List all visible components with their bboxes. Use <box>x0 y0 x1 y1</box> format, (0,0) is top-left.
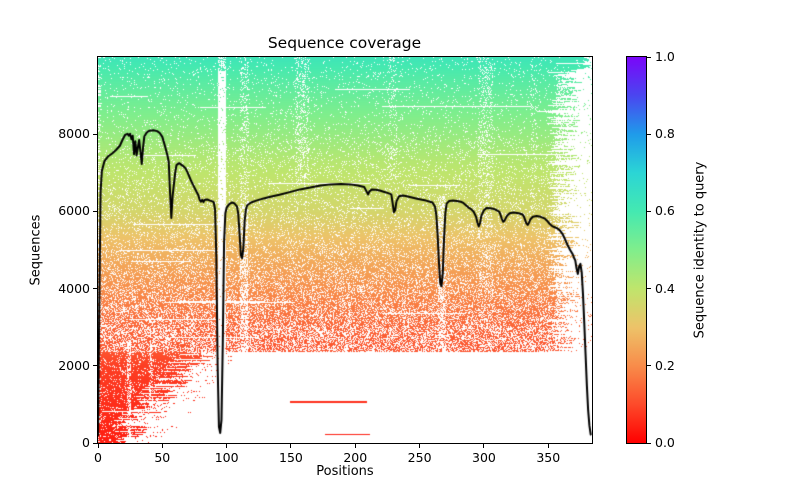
x-tick-label: 200 <box>343 450 368 465</box>
x-tick-label: 100 <box>214 450 239 465</box>
colorbar-label: Sequence identity to query <box>692 161 708 339</box>
y-tick-label: 4000 <box>58 280 90 296</box>
y-tick-mark <box>93 442 97 444</box>
x-tick-label: 50 <box>154 450 171 465</box>
y-tick-mark <box>93 210 97 212</box>
x-tick-label: 250 <box>407 450 432 465</box>
colorbar-tick-label: 0.0 <box>655 435 675 450</box>
x-tick-mark <box>354 444 356 448</box>
y-tick-label: 2000 <box>58 357 90 373</box>
x-tick-label: 150 <box>279 450 303 465</box>
colorbar-tick-mark <box>647 133 651 135</box>
x-tick-label: 300 <box>472 450 496 465</box>
colorbar-tick-mark <box>647 210 651 212</box>
x-tick-label: 350 <box>536 450 561 465</box>
x-tick-mark <box>226 444 228 448</box>
colorbar-tick-mark <box>647 442 651 444</box>
colorbar-tick-label: 0.4 <box>655 280 675 296</box>
y-tick-label: 6000 <box>58 203 90 219</box>
colorbar-tick-label: 0.8 <box>655 126 675 142</box>
colorbar-tick-label: 0.2 <box>655 357 675 373</box>
colorbar-tick-mark <box>647 288 651 290</box>
y-tick-mark <box>93 288 97 290</box>
colorbar-tick-mark <box>647 365 651 367</box>
y-tick-mark <box>93 133 97 135</box>
x-tick-mark <box>419 444 421 448</box>
y-axis-label: Sequences <box>28 214 44 286</box>
chart-title: Sequence coverage <box>267 34 422 52</box>
x-tick-mark <box>483 444 485 448</box>
x-tick-mark <box>547 444 549 448</box>
x-tick-mark <box>290 444 292 448</box>
colorbar-tick-label: 0.6 <box>655 203 675 219</box>
colorbar-tick-label: 1.0 <box>655 49 675 64</box>
y-tick-label: 8000 <box>58 126 90 142</box>
plot-axes-border <box>97 56 593 444</box>
x-axis-label: Positions <box>316 464 374 479</box>
x-tick-mark <box>161 444 163 448</box>
x-tick-mark <box>97 444 99 448</box>
colorbar <box>626 56 647 444</box>
y-tick-mark <box>93 365 97 367</box>
colorbar-tick-mark <box>647 56 651 58</box>
x-tick-label: 0 <box>94 450 102 465</box>
y-tick-label: 0 <box>82 435 90 450</box>
msa-heatmap-canvas <box>98 57 592 443</box>
colorbar-gradient <box>627 57 646 443</box>
